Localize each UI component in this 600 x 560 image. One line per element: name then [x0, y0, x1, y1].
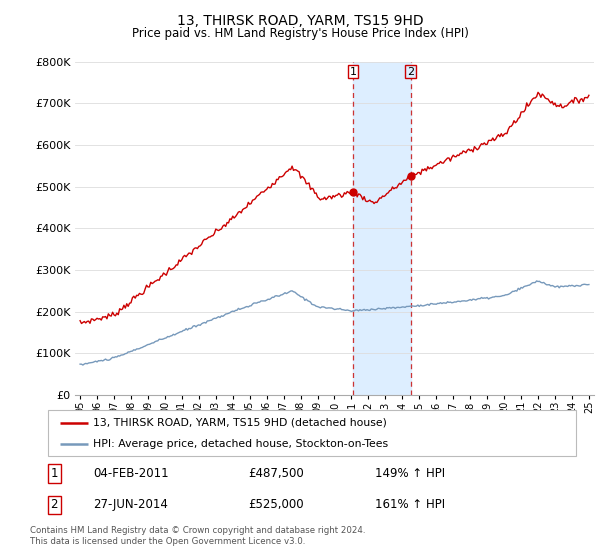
Text: HPI: Average price, detached house, Stockton-on-Tees: HPI: Average price, detached house, Stoc… [93, 439, 388, 449]
Text: 2: 2 [407, 67, 414, 77]
Text: 13, THIRSK ROAD, YARM, TS15 9HD: 13, THIRSK ROAD, YARM, TS15 9HD [176, 14, 424, 28]
Text: £487,500: £487,500 [248, 467, 304, 480]
Text: 13, THIRSK ROAD, YARM, TS15 9HD (detached house): 13, THIRSK ROAD, YARM, TS15 9HD (detache… [93, 418, 387, 428]
Text: 1: 1 [349, 67, 356, 77]
Text: £525,000: £525,000 [248, 498, 304, 511]
Text: 1: 1 [50, 467, 58, 480]
Text: Contains HM Land Registry data © Crown copyright and database right 2024.
This d: Contains HM Land Registry data © Crown c… [30, 526, 365, 546]
Text: 2: 2 [50, 498, 58, 511]
Text: 27-JUN-2014: 27-JUN-2014 [93, 498, 168, 511]
FancyBboxPatch shape [48, 410, 576, 456]
Text: Price paid vs. HM Land Registry's House Price Index (HPI): Price paid vs. HM Land Registry's House … [131, 27, 469, 40]
Bar [353, 62, 410, 395]
Text: 04-FEB-2011: 04-FEB-2011 [93, 467, 169, 480]
Text: 149% ↑ HPI: 149% ↑ HPI [376, 467, 445, 480]
Text: 161% ↑ HPI: 161% ↑ HPI [376, 498, 445, 511]
